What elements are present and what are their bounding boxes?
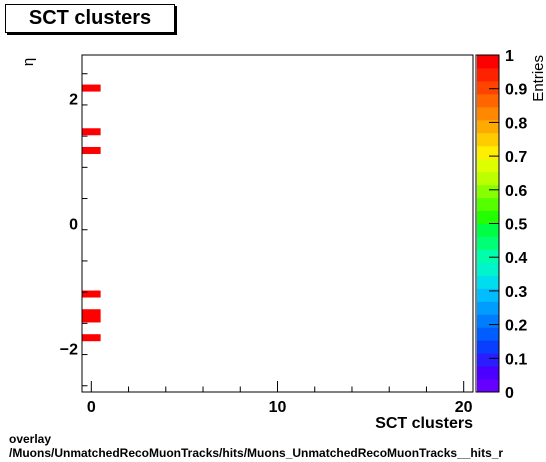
- palette-swatch: [477, 210, 499, 224]
- palette-swatch: [477, 366, 499, 380]
- x-tick-label: 0: [87, 399, 96, 416]
- z-tick-label: 1: [505, 48, 514, 65]
- palette-swatch: [477, 106, 499, 121]
- palette-swatch: [477, 80, 499, 95]
- palette-swatch: [477, 145, 499, 160]
- chart-title: SCT clusters: [5, 4, 175, 33]
- heatmap-cell: [82, 84, 101, 92]
- palette-swatch: [477, 132, 499, 147]
- heatmap-cell: [82, 334, 101, 342]
- palette-swatch: [477, 119, 499, 134]
- x-axis-label: SCT clusters: [375, 415, 473, 432]
- z-tick-label: 0.6: [505, 183, 527, 200]
- y-tick-label: −2: [60, 341, 78, 358]
- x-tick-label: 20: [455, 399, 473, 416]
- palette-swatch: [477, 184, 499, 199]
- heatmap-cell: [82, 309, 101, 317]
- z-tick-label: 0: [505, 385, 514, 402]
- z-tick-label: 0.3: [505, 284, 527, 301]
- plot-frame: [81, 54, 474, 393]
- z-tick-label: 0.4: [505, 250, 527, 267]
- palette-swatch: [477, 379, 499, 393]
- palette-swatch: [477, 340, 499, 354]
- palette-swatch: [477, 314, 499, 328]
- y-axis-label: η: [20, 58, 37, 66]
- color-palette: [477, 55, 499, 393]
- z-tick-label: 0.7: [505, 149, 527, 166]
- palette-swatch: [477, 55, 499, 69]
- palette-swatch: [477, 158, 499, 173]
- z-tick-label: 0.9: [505, 82, 527, 99]
- footer-line-2: /Muons/UnmatchedRecoMuonTracks/hits/Muon…: [9, 446, 504, 460]
- heatmap-cell: [82, 315, 101, 323]
- heatmap-cell: [82, 290, 101, 298]
- palette-swatch: [477, 67, 499, 82]
- palette-swatch: [477, 353, 499, 367]
- z-tick-label: 0.8: [505, 115, 527, 132]
- z-tick-label: 0.5: [505, 217, 527, 234]
- x-tick-label: 10: [269, 399, 287, 416]
- palette-swatch: [477, 288, 499, 302]
- palette-swatch: [477, 223, 499, 237]
- footer-line-1: overlay: [9, 432, 52, 446]
- palette-swatch: [477, 93, 499, 108]
- palette-swatch: [477, 236, 499, 250]
- palette-swatch: [477, 262, 499, 276]
- y-tick-label: 2: [69, 92, 78, 109]
- y-tick-label: 0: [69, 217, 78, 234]
- z-tick-label: 0.2: [505, 318, 527, 335]
- z-tick-label: 0.1: [505, 351, 527, 368]
- palette-swatch: [477, 171, 499, 186]
- palette-swatch: [477, 275, 499, 289]
- palette-swatch: [477, 249, 499, 263]
- palette-swatch: [477, 197, 499, 212]
- heatmap-cell: [82, 128, 101, 136]
- palette-swatch: [477, 301, 499, 315]
- z-axis-label: Entries: [530, 55, 546, 102]
- palette-swatch: [477, 327, 499, 341]
- heatmap-cells: [82, 84, 101, 342]
- heatmap-cell: [82, 146, 101, 154]
